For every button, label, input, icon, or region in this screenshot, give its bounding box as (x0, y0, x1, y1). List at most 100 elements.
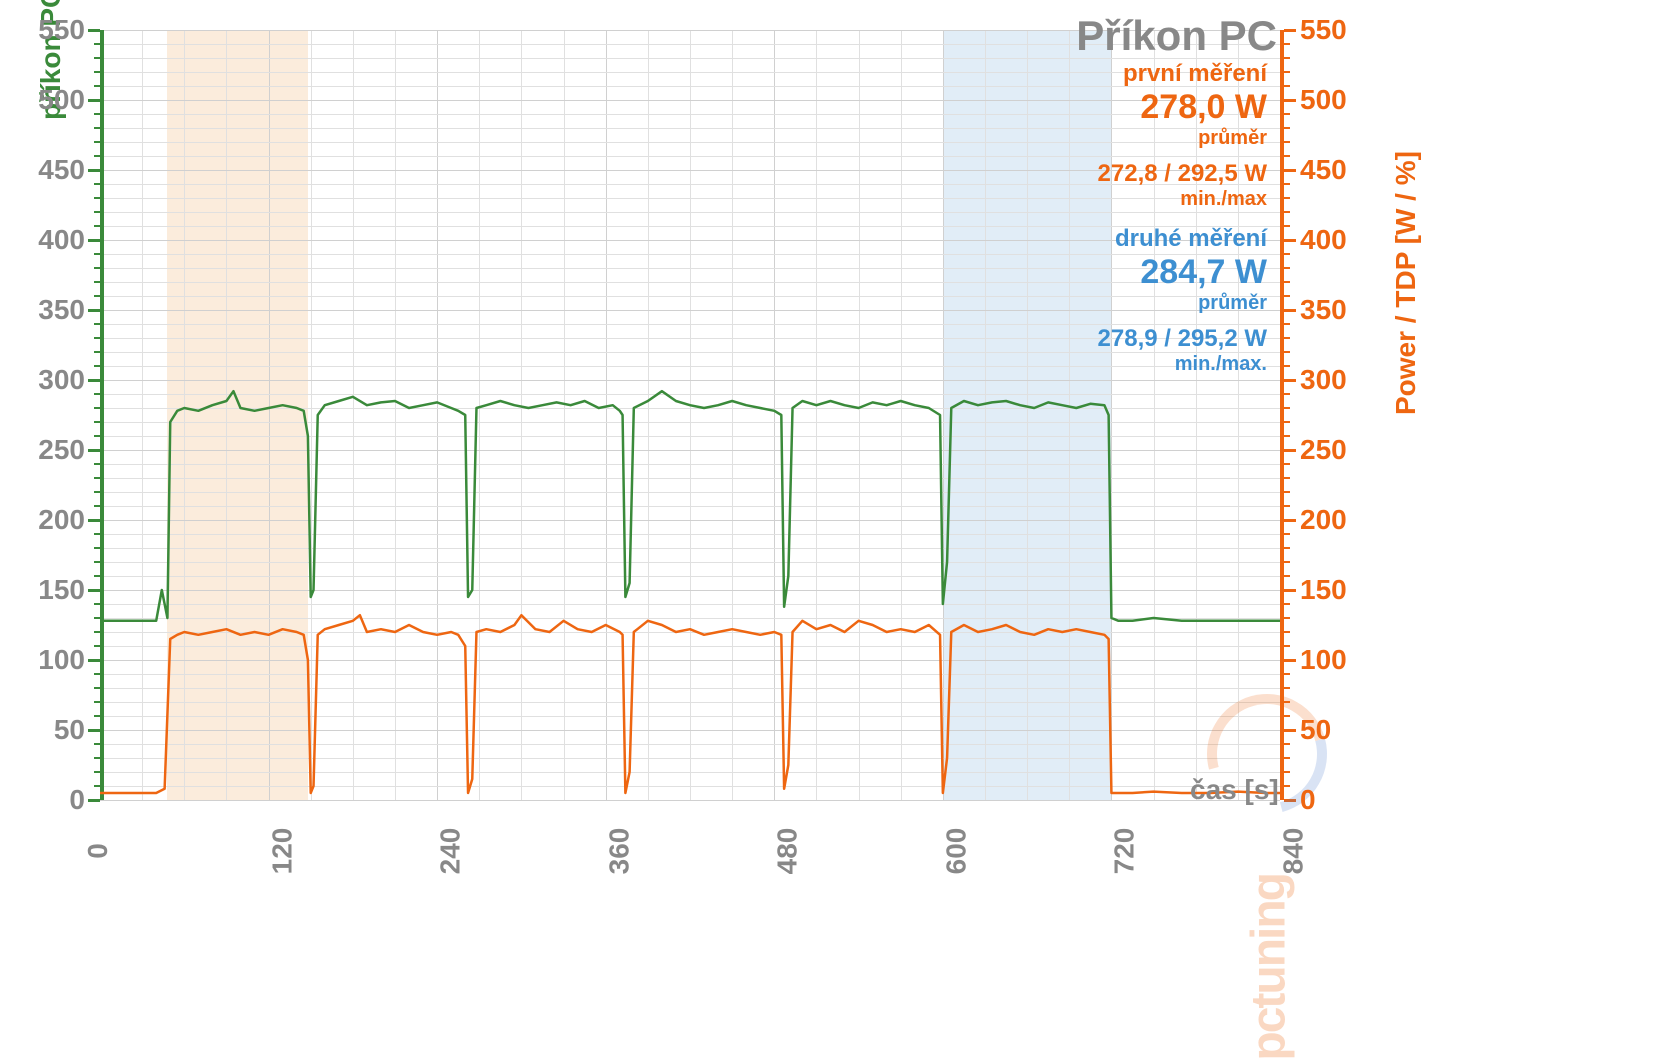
power-chart: Příkon PC příkon PC [W] Power / TDP [W /… (0, 0, 1657, 1044)
y-tick-right (1284, 351, 1290, 353)
y-tick-right (1284, 57, 1290, 59)
y-tick-left (88, 169, 100, 172)
y-tick-left (88, 449, 100, 452)
y-tick-right (1284, 561, 1290, 563)
y-tick-right (1284, 421, 1290, 423)
y-tick-right (1284, 281, 1290, 283)
y-tick-label-right: 200 (1300, 504, 1380, 536)
y-tick-label-right: 250 (1300, 434, 1380, 466)
second-value: 284,7 W (1098, 253, 1267, 292)
y-tick-label-left: 150 (5, 574, 85, 606)
y-tick-label-left: 350 (5, 294, 85, 326)
second-measurement-block: druhé měření 284,7 W průměr 278,9 / 295,… (1098, 225, 1267, 376)
y-tick-right (1284, 197, 1290, 199)
y-tick-right (1284, 253, 1290, 255)
y-tick-left (88, 519, 100, 522)
y-tick-label-left: 50 (5, 714, 85, 746)
y-tick-right (1284, 547, 1290, 549)
y-tick-label-right: 500 (1300, 84, 1380, 116)
y-tick-right (1284, 43, 1290, 45)
y-tick-right (1284, 645, 1290, 647)
y-tick-label-left: 450 (5, 154, 85, 186)
y-tick-label-right: 300 (1300, 364, 1380, 396)
y-tick-right (1284, 183, 1290, 185)
y-tick-label-right: 350 (1300, 294, 1380, 326)
x-tick-label: 480 (772, 828, 804, 875)
y-tick-left (88, 799, 100, 802)
y-tick-left (88, 239, 100, 242)
second-minmax-sub: min./max. (1098, 353, 1267, 376)
y-tick-label-right: 150 (1300, 574, 1380, 606)
y-tick-label-right: 550 (1300, 14, 1380, 46)
y-tick-right (1284, 113, 1290, 115)
x-tick-label: 120 (266, 828, 298, 875)
chart-title: Příkon PC (1076, 12, 1277, 60)
y-tick-label-left: 250 (5, 434, 85, 466)
y-tick-label-left: 200 (5, 504, 85, 536)
x-tick-label: 360 (603, 828, 635, 875)
y-tick-label-left: 550 (5, 14, 85, 46)
y-tick-right (1284, 687, 1290, 689)
series-green (100, 391, 1280, 621)
y-tick-right (1284, 449, 1296, 452)
first-value: 278,0 W (1098, 88, 1267, 127)
y-tick-right (1284, 435, 1290, 437)
y-tick-right (1284, 519, 1296, 522)
y-axis-right-label: Power / TDP [W / %] (1390, 151, 1422, 415)
y-tick-left (88, 659, 100, 662)
y-axis-right (1280, 30, 1284, 800)
x-tick-label: 240 (435, 828, 467, 875)
first-label: první měření (1098, 60, 1267, 88)
y-tick-label-left: 500 (5, 84, 85, 116)
y-tick-right (1284, 267, 1290, 269)
y-tick-label-right: 100 (1300, 644, 1380, 676)
first-measurement-block: první měření 278,0 W průměr 272,8 / 292,… (1098, 60, 1267, 211)
y-tick-right (1284, 127, 1290, 129)
y-tick-label-right: 50 (1300, 714, 1380, 746)
y-tick-label-left: 300 (5, 364, 85, 396)
grid-line-h (100, 800, 1280, 801)
y-tick-right (1284, 85, 1290, 87)
y-tick-right (1284, 29, 1296, 32)
y-tick-right (1284, 71, 1290, 73)
y-tick-left (88, 729, 100, 732)
y-tick-right (1284, 141, 1290, 143)
second-label: druhé měření (1098, 225, 1267, 253)
y-tick-label-left: 0 (5, 784, 85, 816)
y-tick-right (1284, 99, 1296, 102)
y-tick-right (1284, 379, 1296, 382)
y-tick-left (88, 29, 100, 32)
y-tick-right (1284, 393, 1290, 395)
watermark-text: pctuning (1242, 874, 1297, 1061)
y-tick-right (1284, 533, 1290, 535)
y-tick-label-right: 450 (1300, 154, 1380, 186)
y-tick-right (1284, 589, 1296, 592)
y-tick-left (88, 309, 100, 312)
y-tick-right (1284, 575, 1290, 577)
y-tick-right (1284, 463, 1290, 465)
y-tick-right (1284, 659, 1296, 662)
x-tick-label: 0 (82, 843, 114, 859)
y-tick-right (1284, 407, 1290, 409)
y-tick-right (1284, 617, 1290, 619)
y-tick-right (1284, 603, 1290, 605)
second-minmax: 278,9 / 295,2 W (1098, 325, 1267, 353)
y-tick-right (1284, 337, 1290, 339)
y-tick-right (1284, 169, 1296, 172)
y-tick-right (1284, 211, 1290, 213)
y-tick-label-left: 100 (5, 644, 85, 676)
y-tick-label-left: 400 (5, 224, 85, 256)
y-tick-left (88, 379, 100, 382)
y-tick-right (1284, 491, 1290, 493)
y-tick-right (1284, 365, 1290, 367)
y-tick-label-right: 400 (1300, 224, 1380, 256)
y-tick-left (88, 589, 100, 592)
first-minmax: 272,8 / 292,5 W (1098, 160, 1267, 188)
y-tick-right (1284, 477, 1290, 479)
x-tick-label: 720 (1109, 828, 1141, 875)
y-tick-right (1284, 239, 1296, 242)
first-sub: průměr (1098, 127, 1267, 150)
y-tick-right (1284, 225, 1290, 227)
y-tick-right (1284, 631, 1290, 633)
series-orange (100, 615, 1280, 793)
